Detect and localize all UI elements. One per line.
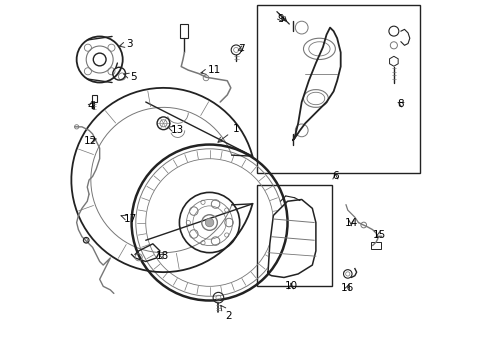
Text: 5: 5 [124,72,137,82]
Text: 12: 12 [84,136,98,146]
Bar [371,242,381,249]
Circle shape [343,270,352,278]
Text: 9: 9 [277,14,284,24]
Text: 11: 11 [201,65,221,75]
Text: 3: 3 [120,39,133,49]
Circle shape [93,53,106,66]
Text: 13: 13 [168,125,184,135]
Bar [257,185,332,286]
Circle shape [205,218,214,227]
Polygon shape [268,199,316,278]
Text: 6: 6 [332,171,339,181]
Text: 4: 4 [88,100,94,111]
Circle shape [389,26,399,36]
Text: 2: 2 [220,305,232,321]
Bar [92,95,97,102]
Text: 8: 8 [398,99,404,109]
Text: 17: 17 [121,214,138,224]
Text: 15: 15 [372,230,386,240]
Text: 18: 18 [156,251,170,261]
Text: 10: 10 [285,281,297,291]
Text: 1: 1 [218,123,240,142]
Bar [180,24,188,38]
Text: 14: 14 [344,217,358,228]
Text: 7: 7 [238,44,245,54]
Bar [257,5,420,173]
Text: 16: 16 [341,283,354,293]
